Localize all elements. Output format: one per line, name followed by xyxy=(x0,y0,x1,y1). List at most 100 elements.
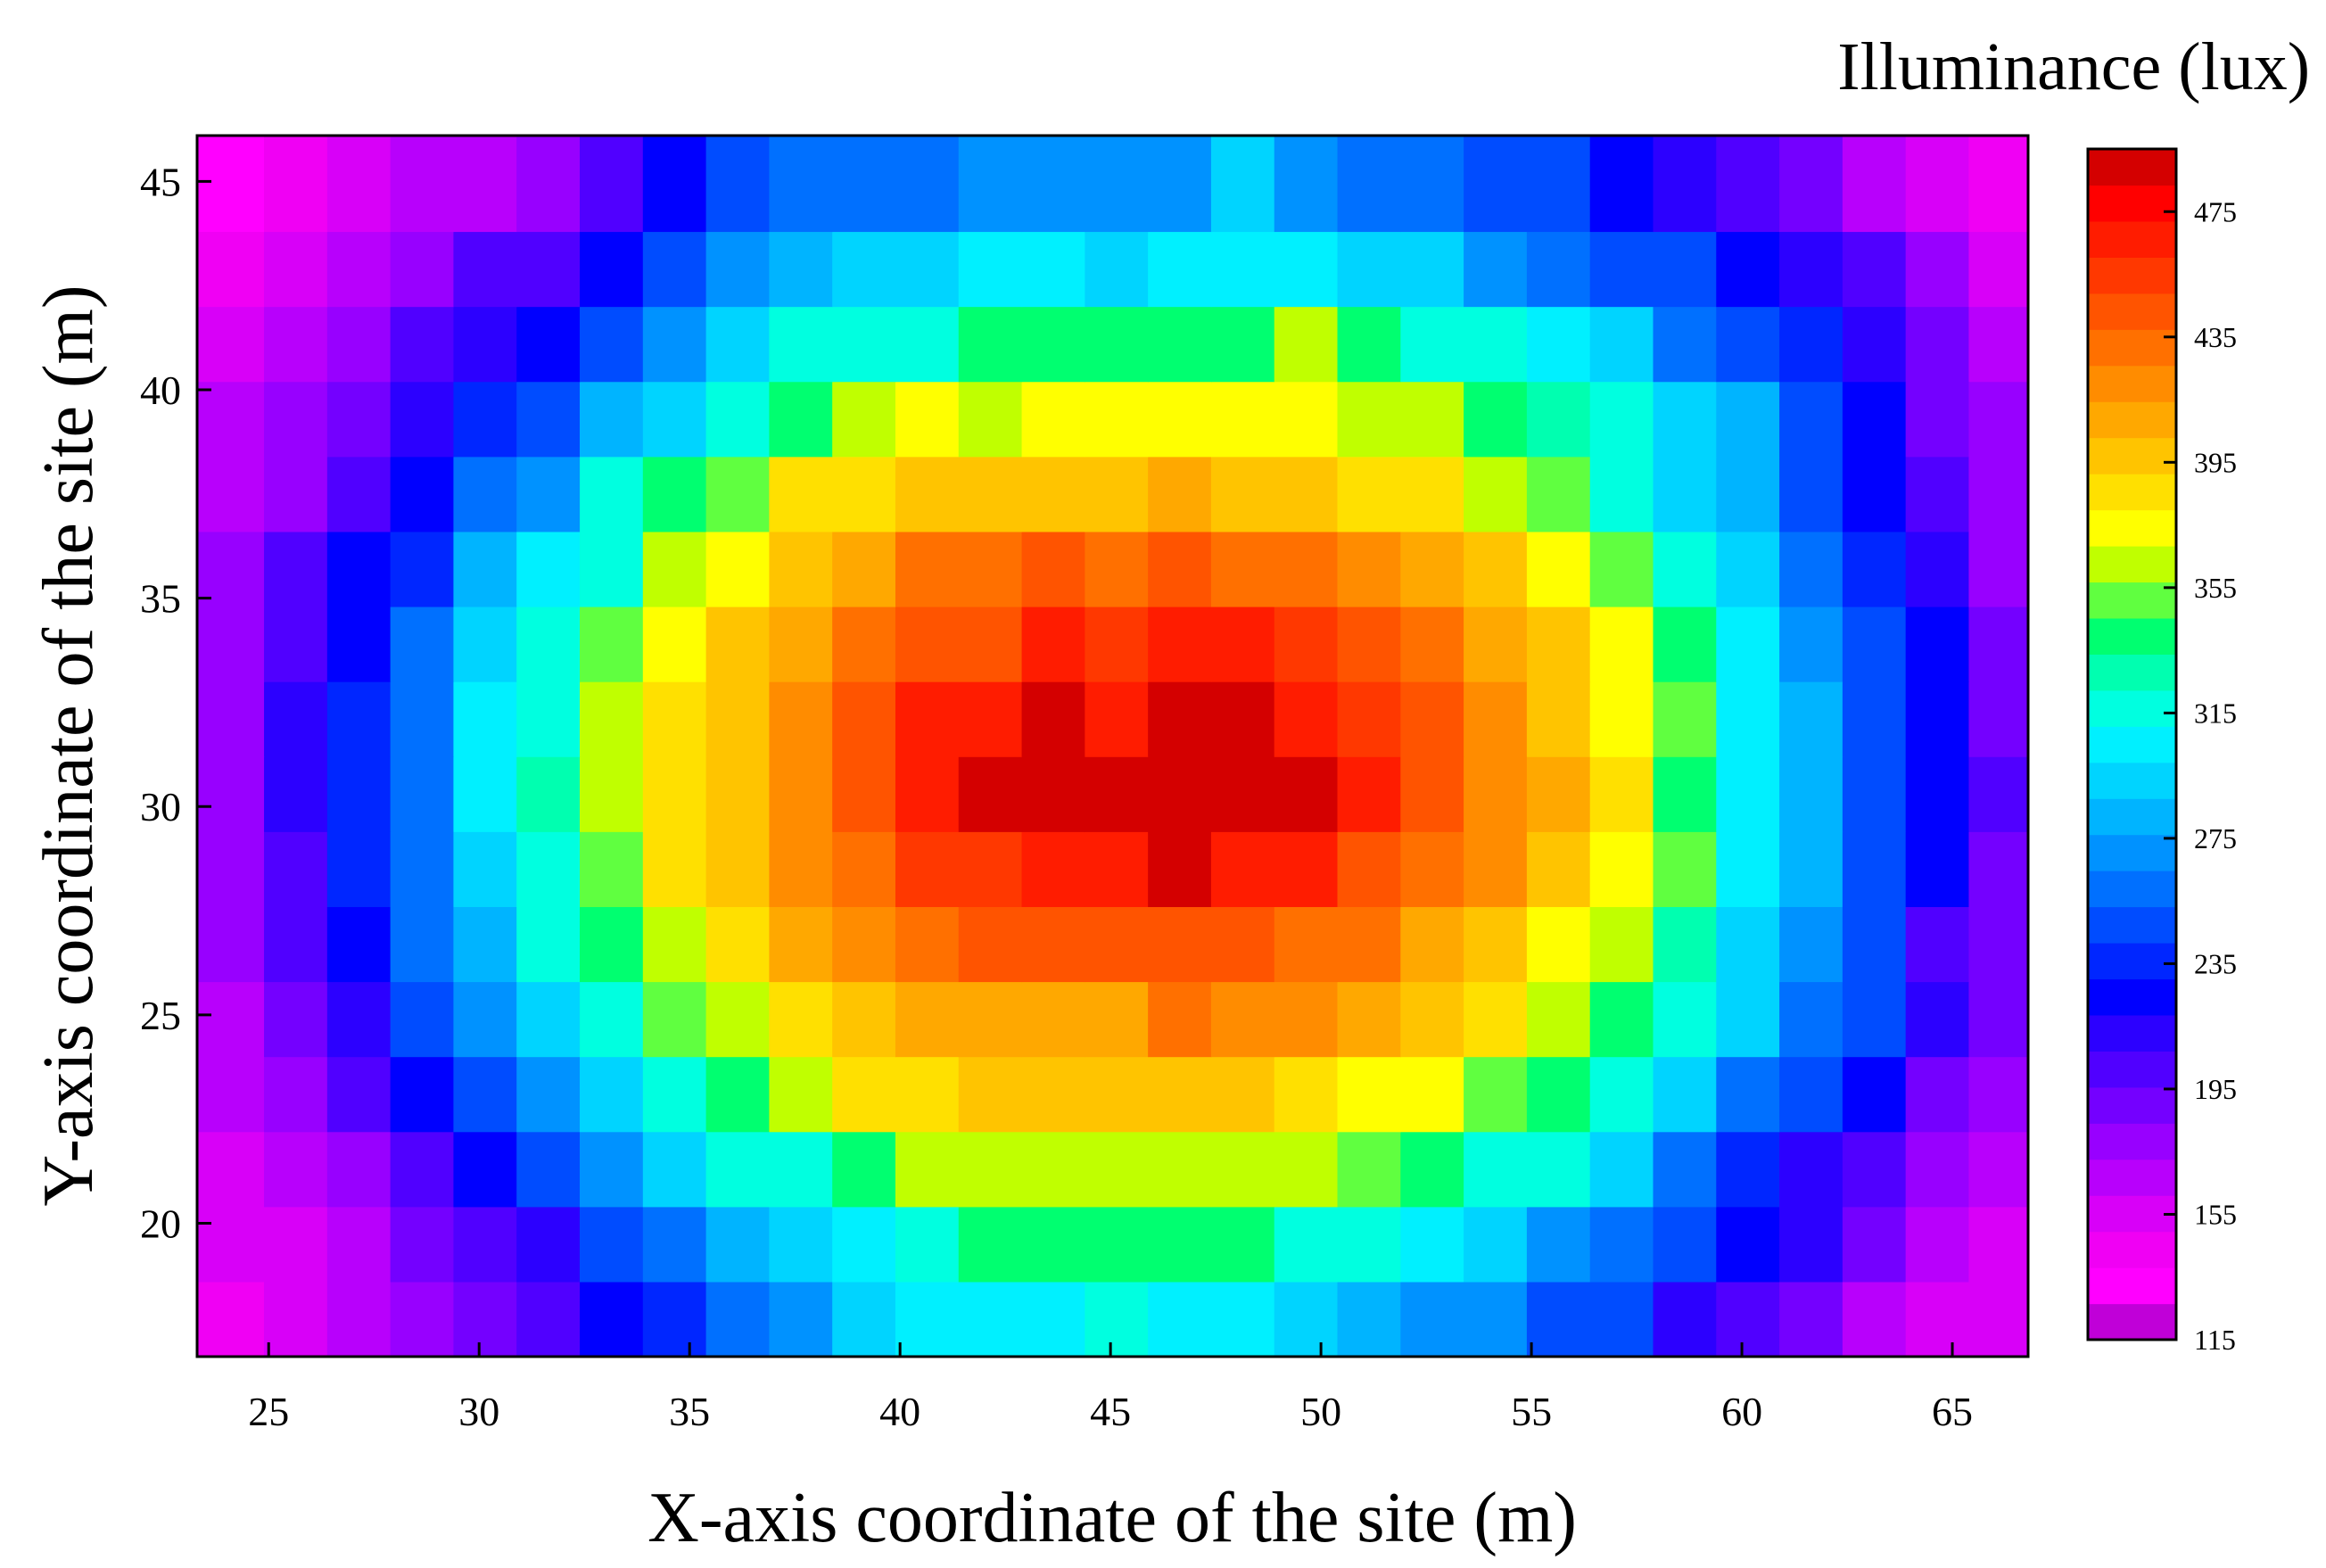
heatmap-cell xyxy=(705,756,770,832)
heatmap-cell xyxy=(1148,456,1212,532)
heatmap-cell xyxy=(642,136,707,233)
heatmap-cell xyxy=(1653,681,1717,757)
y-tick-label: 25 xyxy=(140,993,181,1038)
heatmap-cell xyxy=(705,606,770,682)
colorbar-tick-label: 355 xyxy=(2194,572,2237,604)
heatmap-cell xyxy=(1085,1131,1149,1208)
heatmap-cell xyxy=(958,1206,1023,1283)
heatmap-cell xyxy=(895,136,960,233)
heatmap-cell xyxy=(642,1206,707,1283)
heatmap-cell xyxy=(1526,306,1591,383)
heatmap-cell xyxy=(832,831,896,907)
heatmap-cell xyxy=(1589,531,1654,607)
heatmap-cell xyxy=(1779,531,1843,607)
heatmap-cell xyxy=(1337,606,1401,682)
heatmap-cell xyxy=(264,306,328,383)
heatmap-cell xyxy=(832,906,896,983)
heatmap-cell xyxy=(1589,981,1654,1058)
heatmap-cell xyxy=(769,231,833,308)
heatmap-cell xyxy=(895,456,960,532)
heatmap-cell xyxy=(705,681,770,757)
heatmap-cell xyxy=(516,1131,581,1208)
heatmap-cell xyxy=(1968,231,2029,308)
heatmap-cell xyxy=(1274,1056,1339,1133)
heatmap-cell xyxy=(705,831,770,907)
heatmap-cell xyxy=(1148,306,1212,383)
heatmap-cell xyxy=(642,306,707,383)
heatmap-cell xyxy=(516,606,581,682)
heatmap-cell xyxy=(1526,831,1591,907)
heatmap-cell xyxy=(832,981,896,1058)
heatmap-cell xyxy=(1085,981,1149,1058)
heatmap-cell xyxy=(1842,306,1907,383)
heatmap-cell xyxy=(832,136,896,233)
heatmap-cell xyxy=(1589,1281,1654,1358)
heatmap-cell xyxy=(1526,456,1591,532)
heatmap-cell xyxy=(1653,456,1717,532)
heatmap-cell xyxy=(264,1131,328,1208)
heatmap-cell xyxy=(1905,606,1970,682)
heatmap-cell xyxy=(1148,756,1212,832)
heatmap-cell xyxy=(1464,1056,1528,1133)
heatmap-cell xyxy=(1779,906,1843,983)
plot-frame xyxy=(195,134,2030,1358)
heatmap-cell xyxy=(642,756,707,832)
heatmap-cell xyxy=(705,531,770,607)
heatmap-cell xyxy=(580,306,644,383)
heatmap-cell xyxy=(1589,831,1654,907)
heatmap-cell xyxy=(1464,906,1528,983)
heatmap-cell xyxy=(197,231,265,308)
heatmap-cell xyxy=(832,1131,896,1208)
heatmap-cell xyxy=(1653,831,1717,907)
heatmap-cell xyxy=(1968,381,2029,458)
heatmap-cell xyxy=(1779,831,1843,907)
heatmap-cell xyxy=(1085,306,1149,383)
heatmap-cell xyxy=(453,756,517,832)
heatmap-cell xyxy=(1337,681,1401,757)
heatmap-cell xyxy=(1210,306,1275,383)
heatmap-cell xyxy=(769,1131,833,1208)
heatmap-cell xyxy=(580,906,644,983)
heatmap-cell xyxy=(1337,306,1401,383)
heatmap-cell xyxy=(1842,906,1907,983)
heatmap-cell xyxy=(1210,456,1275,532)
heatmap-cell xyxy=(1021,1281,1085,1358)
heatmap-cell xyxy=(1526,906,1591,983)
heatmap-cell xyxy=(1716,606,1780,682)
x-tick-label: 40 xyxy=(879,1389,920,1434)
heatmap-cell xyxy=(453,981,517,1058)
heatmap-cell xyxy=(832,1206,896,1283)
heatmap-cell xyxy=(1400,681,1464,757)
heatmap-cell xyxy=(390,906,455,983)
heatmap-cell xyxy=(769,906,833,983)
heatmap-cell xyxy=(326,1131,392,1208)
heatmap-cell xyxy=(580,681,644,757)
heatmap-cell xyxy=(1653,1056,1717,1133)
heatmap-cell xyxy=(197,831,265,907)
colorbar-segment xyxy=(2088,1303,2176,1341)
x-tick-label: 50 xyxy=(1300,1389,1341,1434)
heatmap-cell xyxy=(516,756,581,832)
heatmap-cell xyxy=(1779,231,1843,308)
heatmap-cell xyxy=(958,306,1023,383)
colorbar-segment xyxy=(2088,329,2176,367)
heatmap-cell xyxy=(197,1056,265,1133)
heatmap-cell xyxy=(832,381,896,458)
heatmap-cell xyxy=(1021,1056,1085,1133)
heatmap-cell xyxy=(1464,681,1528,757)
heatmap-cell xyxy=(705,906,770,983)
heatmap-cell xyxy=(895,1206,960,1283)
heatmap-cell xyxy=(453,1131,517,1208)
heatmap-cell xyxy=(580,1131,644,1208)
heatmap-cell xyxy=(1400,756,1464,832)
heatmap-cell xyxy=(1653,381,1717,458)
heatmap-cell xyxy=(1274,1281,1339,1358)
heatmap-cells xyxy=(197,136,2029,1358)
heatmap-cell xyxy=(1400,531,1464,607)
x-tick-label: 55 xyxy=(1511,1389,1552,1434)
heatmap-cell xyxy=(1905,831,1970,907)
heatmap-cell xyxy=(1716,981,1780,1058)
heatmap-cell xyxy=(1021,1206,1085,1283)
heatmap-cell xyxy=(1274,606,1339,682)
heatmap-cell xyxy=(1842,1281,1907,1358)
